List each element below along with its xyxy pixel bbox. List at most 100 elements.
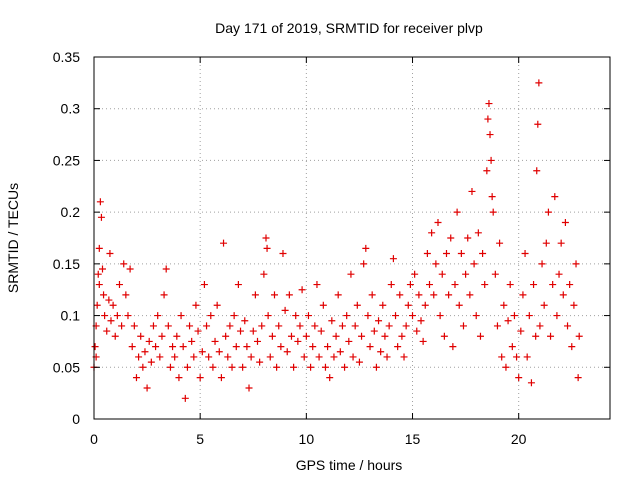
data-point <box>107 317 115 325</box>
data-point <box>428 229 436 237</box>
data-point <box>411 270 419 278</box>
data-point <box>459 322 467 330</box>
data-point <box>130 322 138 330</box>
data-point <box>347 270 355 278</box>
data-point <box>445 291 453 299</box>
data-point <box>398 332 406 340</box>
data-point <box>483 167 491 175</box>
data-point <box>488 193 496 201</box>
x-tick-label: 15 <box>405 431 421 447</box>
data-point <box>245 384 253 392</box>
data-point <box>109 301 117 309</box>
data-point <box>254 337 262 345</box>
data-point <box>404 301 412 309</box>
data-point <box>101 312 109 320</box>
data-point <box>470 260 478 268</box>
y-tick-label: 0.05 <box>53 359 80 375</box>
data-point <box>166 363 174 371</box>
data-point <box>394 343 402 351</box>
data-point <box>519 291 527 299</box>
data-point <box>115 281 123 289</box>
data-point <box>309 343 317 351</box>
data-point <box>328 317 336 325</box>
data-point <box>479 250 487 258</box>
data-point <box>264 312 272 320</box>
data-point <box>198 348 206 356</box>
data-point <box>330 353 338 361</box>
data-point <box>226 322 234 330</box>
data-point <box>188 337 196 345</box>
data-point <box>351 322 359 330</box>
data-point <box>317 327 325 335</box>
data-point <box>319 301 327 309</box>
data-point <box>93 301 101 309</box>
data-point <box>389 255 397 263</box>
data-point <box>194 327 202 335</box>
data-point <box>156 353 164 361</box>
data-point <box>190 353 198 361</box>
data-point <box>100 291 108 299</box>
data-point <box>94 270 102 278</box>
x-tick-label: 0 <box>90 431 98 447</box>
y-tick-label: 0.2 <box>61 204 81 220</box>
data-point <box>496 239 504 247</box>
data-point <box>311 322 319 330</box>
data-point <box>154 312 162 320</box>
x-tick-label: 5 <box>196 431 204 447</box>
data-point <box>360 260 368 268</box>
data-point <box>544 208 552 216</box>
data-point <box>508 343 516 351</box>
data-point <box>566 281 574 289</box>
data-point <box>232 343 240 351</box>
data-point <box>207 312 215 320</box>
data-point <box>268 332 276 340</box>
x-tick-label: 20 <box>511 431 527 447</box>
data-point <box>493 322 501 330</box>
data-point <box>383 353 391 361</box>
y-tick-label: 0.3 <box>61 101 81 117</box>
data-point <box>281 306 289 314</box>
data-point <box>535 79 543 87</box>
data-point <box>213 301 221 309</box>
data-point <box>164 322 172 330</box>
data-point <box>321 363 329 371</box>
data-point <box>364 312 372 320</box>
data-point <box>279 250 287 258</box>
data-point <box>413 327 421 335</box>
data-point <box>98 265 106 273</box>
data-point <box>215 348 223 356</box>
data-point <box>203 322 211 330</box>
data-point <box>334 291 342 299</box>
data-point <box>370 327 378 335</box>
data-point <box>205 353 213 361</box>
data-point <box>145 337 153 345</box>
data-point <box>468 187 476 195</box>
data-point <box>128 343 136 351</box>
data-point <box>122 291 130 299</box>
data-point <box>118 322 126 330</box>
data-point <box>521 250 529 258</box>
data-point <box>91 343 99 351</box>
data-point <box>298 286 306 294</box>
data-point <box>256 358 264 366</box>
data-point <box>442 250 450 258</box>
data-point <box>559 291 567 299</box>
data-point <box>387 281 395 289</box>
data-point <box>332 332 340 340</box>
data-point <box>209 363 217 371</box>
data-point <box>409 312 417 320</box>
data-point <box>224 353 232 361</box>
data-point <box>237 327 245 335</box>
data-point <box>474 229 482 237</box>
data-point <box>105 296 113 304</box>
data-point <box>485 100 493 108</box>
data-point <box>540 301 548 309</box>
data-point <box>324 343 332 351</box>
data-point <box>192 301 200 309</box>
data-point <box>396 291 404 299</box>
data-point <box>283 348 291 356</box>
data-point <box>343 312 351 320</box>
chart-title: Day 171 of 2019, SRMTID for receiver plv… <box>215 20 483 36</box>
y-tick-label: 0.15 <box>53 256 80 272</box>
